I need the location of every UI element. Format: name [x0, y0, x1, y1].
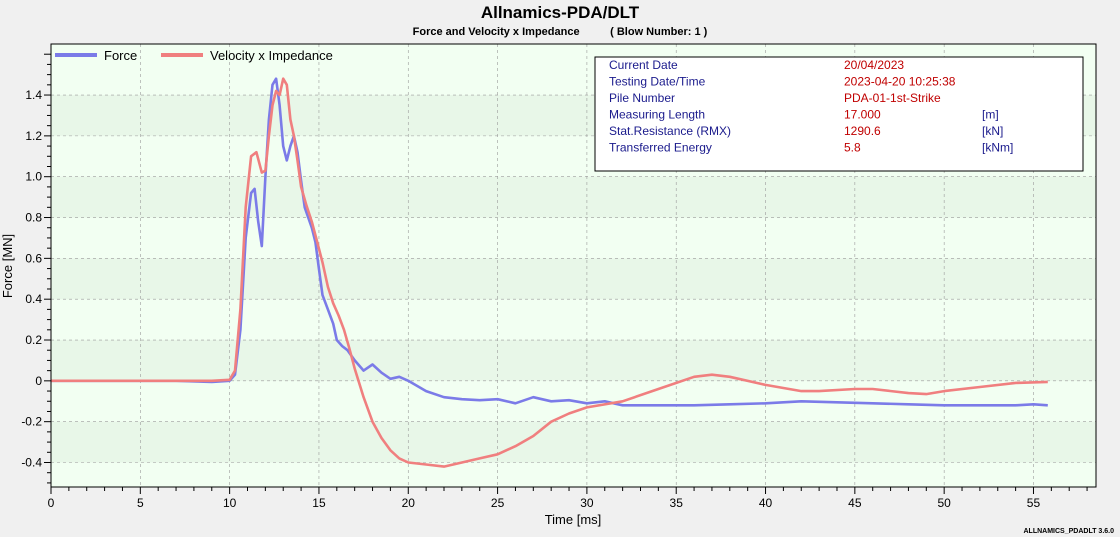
y-tick-label: 1.4: [25, 88, 42, 102]
x-tick-label: 50: [937, 496, 951, 510]
plot-band: [51, 340, 1096, 381]
info-label: Pile Number: [609, 91, 675, 105]
velocity-series-line: [51, 77, 1048, 468]
info-label: Measuring Length: [609, 108, 705, 122]
y-tick-label: 0.8: [25, 211, 42, 225]
x-tick-label: 25: [491, 496, 505, 510]
y-tick-label: 0: [35, 374, 42, 388]
legend: Force Velocity x Impedance: [55, 48, 333, 63]
plot-band: [51, 258, 1096, 300]
plot-band: [51, 421, 1096, 463]
info-unit: [kNm]: [982, 141, 1013, 155]
info-value: 2023-04-20 10:25:38: [844, 75, 956, 89]
y-tick-label: 0.2: [25, 333, 42, 347]
info-box: Current Date 20/04/2023 Testing Date/Time 2…: [594, 56, 1084, 172]
info-label: Transferred Energy: [609, 141, 712, 155]
x-tick-label: 0: [48, 496, 55, 510]
x-axis-label: Time [ms]: [545, 512, 602, 527]
x-tick-label: 55: [1027, 496, 1041, 510]
chart-subtitle: Force and Velocity x Impedance ( Blow Nu…: [412, 26, 708, 38]
chart-title: Allnamics-PDA/DLT: [480, 3, 640, 22]
y-tick-label: 1.2: [25, 129, 42, 143]
y-tick-label: 1.0: [25, 170, 42, 184]
version-footer: ALLNAMICS_PDADLT 3.6.0: [1023, 528, 1115, 535]
info-label: Current Date: [609, 58, 678, 72]
info-value: 1290.6: [844, 124, 881, 138]
y-tick-label: 0.6: [25, 251, 42, 265]
force-series-line: [51, 77, 1048, 407]
info-label: Testing Date/Time: [609, 75, 706, 89]
x-tick-label: 5: [137, 496, 144, 510]
info-unit: [kN]: [982, 124, 1003, 138]
info-value: 20/04/2023: [844, 58, 904, 72]
x-tick-label: 20: [402, 496, 416, 510]
x-tick-label: 10: [223, 496, 237, 510]
y-axis-label: Force [MN]: [0, 234, 15, 298]
info-value: 5.8: [844, 141, 861, 155]
info-label: Stat.Resistance (RMX): [609, 124, 731, 138]
x-tick-label: 35: [670, 496, 684, 510]
info-value: PDA-01-1st-Strike: [844, 91, 941, 105]
x-tick-label: 30: [580, 496, 594, 510]
plot-band: [51, 176, 1096, 218]
y-tick-label: -0.2: [21, 415, 42, 429]
x-tick-label: 15: [312, 496, 326, 510]
y-tick-label: -0.4: [21, 456, 42, 470]
y-tick-label: 0.4: [25, 292, 42, 306]
axes: 0 5 10 15 20 25 30 35 40 45 50 55 -0.4 -0.2 0 0.2 0.4 0.6…: [21, 43, 1097, 510]
legend-force-label: Force: [104, 48, 137, 63]
x-tick-label: 40: [759, 496, 773, 510]
info-box-frame: [594, 56, 1084, 172]
info-value: 17.000: [844, 108, 881, 122]
x-tick-label: 45: [848, 496, 862, 510]
legend-velocity-label: Velocity x Impedance: [210, 48, 333, 63]
info-unit: [m]: [982, 108, 999, 122]
plot-frame: [50, 43, 1097, 488]
series-layer: [51, 77, 1048, 468]
